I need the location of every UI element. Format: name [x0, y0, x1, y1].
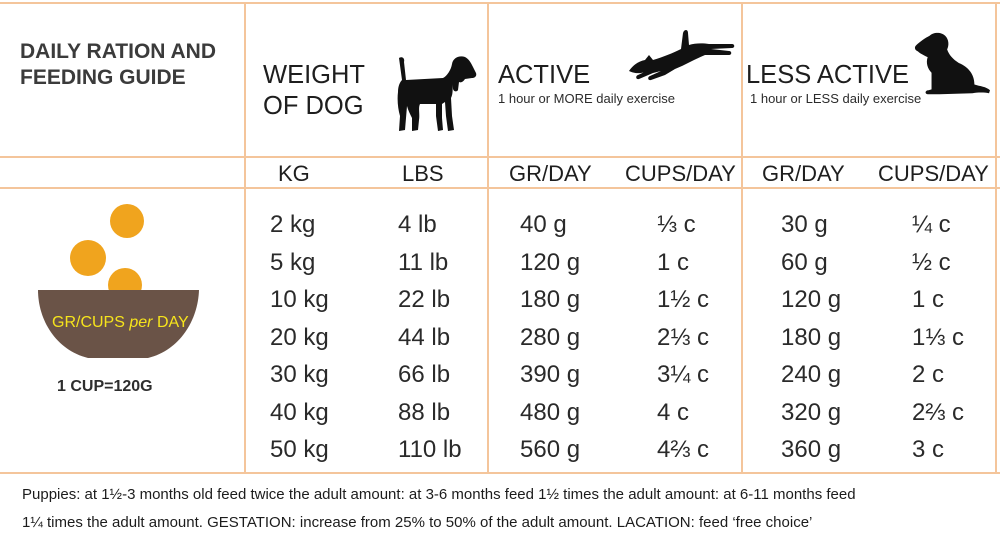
less-active-cups-cell: 2⅔ c [912, 398, 965, 426]
table-row: 10 kg 22 lb 180 g 1½ c 120 g 1 c [0, 285, 1000, 315]
less-active-grams-cell: 180 g [781, 323, 842, 351]
table-row: 5 kg 11 lb 120 g 1 c 60 g ½ c [0, 248, 1000, 278]
grid-line-subheader-bottom [0, 187, 1000, 189]
less-active-cups-cell: ½ c [912, 248, 951, 276]
column-header-kg: KG [278, 161, 310, 186]
kg-cell: 2 kg [270, 211, 316, 238]
table-row: 2 kg 4 lb 40 g ⅓ c 30 g ¼ c [0, 210, 1000, 240]
bowl-label-day: DAY [156, 314, 189, 331]
active-cups-cell: 1 c [657, 248, 690, 276]
kg-cell: 30 kg [270, 361, 329, 388]
less-active-cups-cell: 3 c [912, 436, 945, 463]
column-header-active-cups: CUPS/DAY [625, 161, 736, 186]
guide-title-line-1: DAILY RATION AND [20, 40, 217, 63]
less-active-cups-cell: 1⅓ c [912, 323, 965, 351]
active-grams-cell: 280 g [520, 323, 581, 351]
kg-cell: 20 kg [270, 323, 329, 351]
bowl-shape [38, 290, 199, 358]
active-grams-cell: 180 g [520, 286, 581, 313]
less-active-grams-cell: 360 g [781, 436, 842, 463]
active-subheading: 1 hour or MORE daily exercise [498, 91, 676, 106]
running-dog-icon [629, 30, 735, 81]
grid-line-header-bottom [0, 156, 1000, 158]
less-active-heading: LESS ACTIVE [746, 61, 909, 89]
lbs-cell: 88 lb [398, 398, 451, 426]
table-row: 50 kg 110 lb 560 g 4⅔ c 360 g 3 c [0, 435, 1000, 465]
bowl-label-main: GR/CUPS [52, 314, 125, 331]
grid-line-vertical-1 [244, 2, 246, 474]
table-row: 30 kg 66 lb 390 g 3¼ c 240 g 2 c [0, 360, 1000, 390]
active-cups-cell: 3¼ c [657, 361, 710, 388]
active-cups-cell: 4 c [657, 398, 690, 426]
weight-heading-line-1: WEIGHT [263, 61, 365, 89]
less-active-grams-cell: 120 g [781, 286, 842, 313]
active-grams-cell: 120 g [520, 248, 581, 276]
active-cups-cell: 2⅓ c [657, 323, 710, 351]
less-active-cups-cell: ¼ c [912, 211, 951, 238]
column-header-less-active-grams: GR/DAY [762, 161, 845, 186]
active-grams-cell: 480 g [520, 398, 581, 426]
lbs-cell: 11 lb [398, 248, 449, 276]
less-active-cups-cell: 1 c [912, 286, 945, 313]
grid-line-vertical-4 [995, 2, 997, 474]
kibble-ball [110, 204, 144, 238]
active-grams-cell: 560 g [520, 436, 581, 463]
kibble-ball [70, 240, 106, 276]
cup-conversion-note: 1 CUP=120G [57, 378, 153, 395]
weight-heading-line-2: OF DOG [263, 92, 364, 120]
lbs-cell: 22 lb [398, 286, 451, 313]
table-row: 20 kg 44 lb 280 g 2⅓ c 180 g 1⅓ c [0, 323, 1000, 353]
standing-dog-icon [397, 56, 477, 132]
kg-cell: 50 kg [270, 436, 329, 463]
column-header-less-active-cups: CUPS/DAY [878, 161, 989, 186]
bowl-label: GR/CUPS per DAY [52, 313, 189, 333]
lbs-cell: 66 lb [398, 361, 451, 388]
less-active-grams-cell: 320 g [781, 398, 842, 426]
less-active-grams-cell: 30 g [781, 211, 828, 238]
less-active-cups-cell: 2 c [912, 361, 945, 388]
grid-line-table-bottom [0, 472, 1000, 474]
active-cups-cell: 1½ c [657, 286, 710, 313]
guide-title-line-2: FEEDING GUIDE [20, 66, 186, 89]
grid-line-top [0, 2, 1000, 4]
less-active-grams-cell: 240 g [781, 361, 842, 388]
footnote-line-1: Puppies: at 1½-3 months old feed twice t… [22, 486, 856, 503]
lbs-cell: 44 lb [398, 323, 451, 351]
table-row: 40 kg 88 lb 480 g 4 c 320 g 2⅔ c [0, 398, 1000, 428]
lbs-cell: 4 lb [398, 211, 437, 238]
active-heading: ACTIVE [498, 61, 591, 89]
kg-cell: 5 kg [270, 248, 316, 276]
kg-cell: 10 kg [270, 286, 329, 313]
less-active-subheading: 1 hour or LESS daily exercise [750, 91, 922, 106]
kg-cell: 40 kg [270, 398, 329, 426]
column-header-active-grams: GR/DAY [509, 161, 592, 186]
footnote-line-2: 1¼ times the adult amount. GESTATION: in… [22, 514, 813, 531]
active-cups-cell: ⅓ c [657, 211, 696, 238]
grid-line-vertical-2 [487, 2, 489, 474]
active-cups-cell: 4⅔ c [657, 436, 710, 463]
food-bowl-icon [38, 204, 199, 358]
active-grams-cell: 390 g [520, 361, 581, 388]
lbs-cell: 110 lb [398, 436, 462, 463]
active-grams-cell: 40 g [520, 211, 567, 238]
grid-line-vertical-3 [741, 2, 743, 474]
less-active-grams-cell: 60 g [781, 248, 828, 276]
sitting-dog-icon [914, 32, 990, 95]
bowl-label-per: per [129, 314, 153, 331]
column-header-lbs: LBS [402, 161, 444, 186]
